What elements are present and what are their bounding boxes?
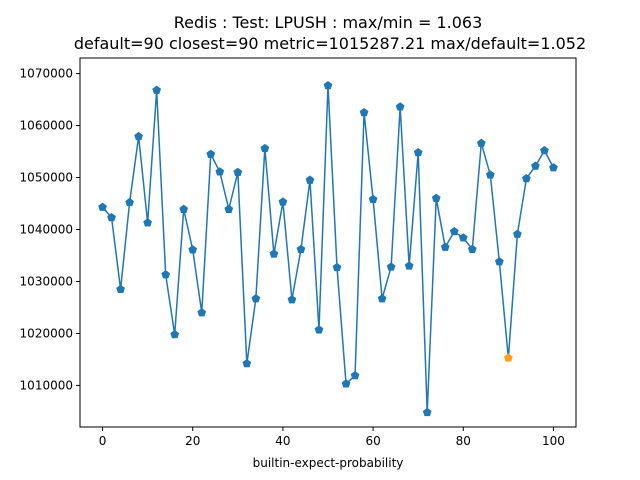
data-point [341, 379, 351, 388]
data-point [134, 131, 143, 141]
x-tick-label: 0 [99, 434, 107, 448]
data-point [485, 170, 495, 179]
data-point [549, 163, 558, 172]
data-point [467, 244, 477, 253]
data-point [513, 229, 522, 238]
data-point [305, 175, 315, 184]
x-axis-label: builtin-expect-probability [253, 456, 404, 470]
y-tick-label: 1070000 [20, 67, 73, 81]
chart-title-line1: Redis : Test: LPUSH : max/min = 1.063 [174, 13, 483, 32]
data-point [206, 149, 216, 158]
x-tick-label: 100 [542, 434, 565, 448]
data-point [224, 204, 234, 213]
data-point [404, 261, 414, 270]
plot-area-frame [79, 57, 577, 428]
data-point [449, 227, 459, 236]
data-point [233, 167, 243, 177]
data-point [314, 325, 324, 334]
data-point [332, 262, 342, 272]
y-tick-label: 1030000 [20, 274, 73, 288]
data-point [431, 193, 441, 203]
data-point [359, 107, 369, 117]
data-point [161, 270, 171, 279]
data-point [395, 102, 405, 111]
data-point [143, 218, 152, 227]
data-point [386, 262, 396, 271]
data-point [197, 308, 207, 317]
default-highlight-point [504, 353, 513, 362]
data-point [476, 138, 486, 147]
series-line-group [101, 84, 555, 414]
data-point [269, 249, 279, 258]
data-point [242, 359, 252, 368]
chart-title-line2: default=90 closest=90 metric=1015287.21 … [74, 34, 586, 53]
data-point [440, 242, 450, 251]
data-point [251, 294, 261, 303]
series-markers-group [98, 80, 558, 417]
data-point [125, 197, 134, 207]
series-line [101, 84, 555, 414]
data-point [170, 329, 180, 339]
y-tick-label: 1010000 [20, 378, 73, 392]
data-point [260, 143, 270, 153]
y-tick-label: 1060000 [20, 119, 73, 133]
y-tick-label: 1040000 [20, 223, 73, 237]
data-point [531, 161, 540, 170]
data-point [98, 202, 107, 211]
data-point [494, 257, 504, 266]
data-point [278, 197, 288, 206]
x-tick-label: 20 [185, 434, 200, 448]
data-point [116, 284, 125, 293]
axis-ticks: 0 20 40 60 80 100 1010000 1020000 1030000 1040000… [20, 67, 565, 448]
data-point [296, 244, 306, 253]
data-point [377, 294, 387, 303]
data-point [413, 148, 423, 157]
data-point [458, 233, 468, 242]
data-point [215, 167, 225, 176]
data-point [368, 194, 378, 204]
data-point [188, 245, 198, 254]
x-tick-label: 40 [275, 434, 290, 448]
data-point [350, 370, 360, 380]
data-point [107, 212, 116, 222]
data-point [152, 85, 162, 94]
data-point [287, 295, 297, 304]
data-point [422, 407, 432, 417]
data-point [179, 204, 189, 213]
y-tick-label: 1050000 [20, 171, 73, 185]
data-point [522, 173, 531, 183]
x-tick-label: 60 [365, 434, 380, 448]
y-tick-label: 1020000 [20, 326, 73, 340]
x-tick-label: 80 [456, 434, 471, 448]
data-point [323, 80, 333, 90]
data-point [540, 145, 549, 155]
